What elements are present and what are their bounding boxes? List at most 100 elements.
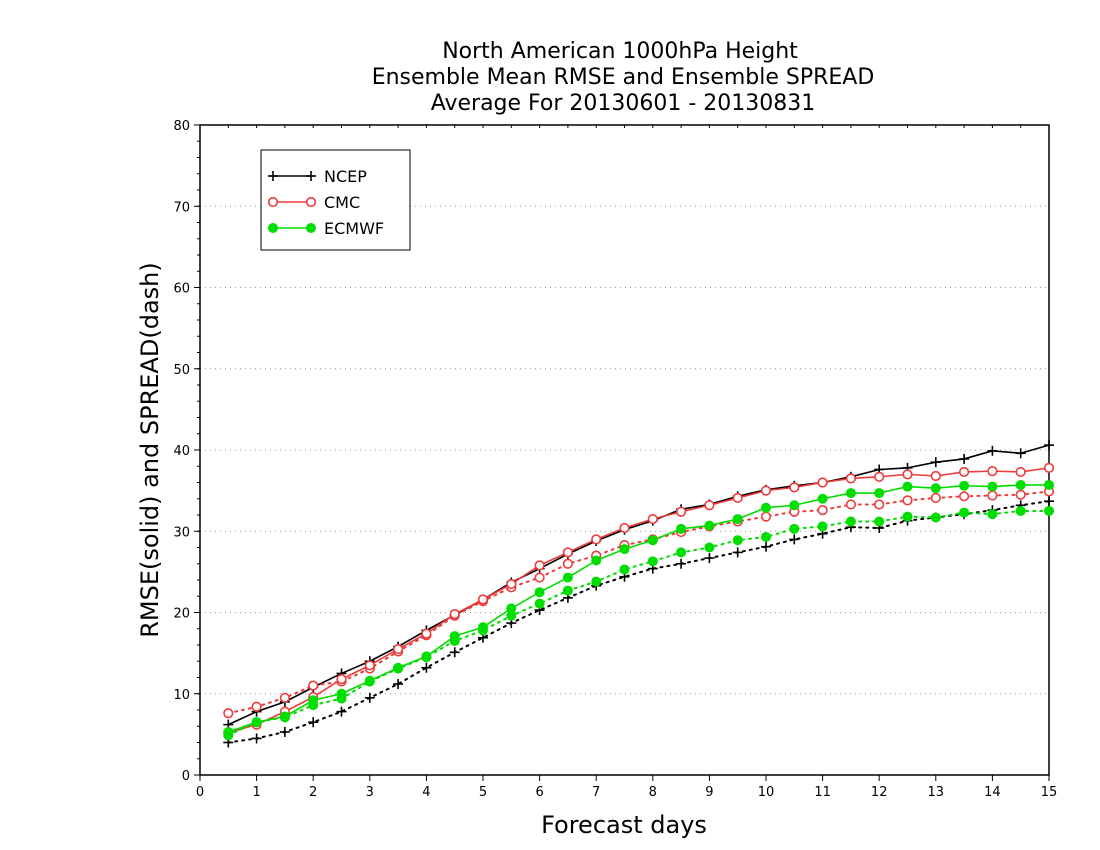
rmse-point xyxy=(958,466,970,478)
y-axis-label: RMSE(solid) and SPREAD(dash) xyxy=(136,262,164,638)
rmse-point xyxy=(817,477,828,488)
rmse-point xyxy=(449,631,460,642)
legend-marker xyxy=(306,171,316,181)
rmse-point xyxy=(1015,466,1026,478)
y-tick-label: 40 xyxy=(173,444,190,459)
rmse-point xyxy=(874,471,885,482)
rmse-line-ecmwf xyxy=(228,484,1049,733)
spread-point xyxy=(704,542,715,553)
legend-box xyxy=(260,149,411,251)
spread-point xyxy=(676,558,687,569)
rmse-point xyxy=(845,473,857,484)
rmse-point xyxy=(619,522,630,534)
legend-label: ECMWF xyxy=(324,219,384,238)
spread-point xyxy=(562,558,574,569)
spread-point xyxy=(789,523,800,534)
x-tick-label: 7 xyxy=(592,785,600,800)
rmse-point xyxy=(930,457,941,468)
spread-point xyxy=(761,541,771,552)
rmse-point xyxy=(308,695,319,706)
series-cmc xyxy=(223,462,1055,738)
rmse-point xyxy=(760,485,772,496)
x-tick-label: 14 xyxy=(984,785,1001,800)
rmse-point xyxy=(534,560,545,571)
spread-point xyxy=(591,576,602,587)
rmse-point xyxy=(534,587,545,598)
rmse-line-ncep xyxy=(227,444,1050,726)
spread-line-cmc xyxy=(227,490,1050,715)
rmse-point xyxy=(902,481,913,492)
spread-point xyxy=(676,547,687,558)
spread-point xyxy=(845,516,856,527)
rmse-point xyxy=(1043,462,1055,473)
rmse-point xyxy=(676,523,687,534)
y-tick-label: 60 xyxy=(173,282,190,297)
spread-point xyxy=(930,492,941,504)
spread-point xyxy=(817,505,828,516)
x-tick-label: 12 xyxy=(871,785,888,800)
y-tick-label: 0 xyxy=(182,769,190,784)
legend-item-ncep: NCEP xyxy=(268,167,367,186)
rmse-point xyxy=(647,535,658,546)
series-ecmwf xyxy=(223,479,1054,741)
spread-point xyxy=(874,516,885,527)
spread-point xyxy=(789,534,800,545)
spread-point xyxy=(704,553,715,564)
x-tick-label: 4 xyxy=(422,785,430,800)
rmse-point xyxy=(421,628,432,639)
spread-line-ncep xyxy=(227,500,1050,744)
spread-point xyxy=(251,701,262,712)
y-tick-label: 80 xyxy=(173,119,190,134)
x-tick-label: 5 xyxy=(479,785,487,800)
x-tick-label: 3 xyxy=(366,785,374,800)
rmse-point xyxy=(393,662,404,673)
y-tick-label: 30 xyxy=(173,525,190,540)
title-line-2: Ensemble Mean RMSE and Ensemble SPREAD xyxy=(372,65,875,90)
legend: NCEP CMC ECMWF xyxy=(260,149,411,251)
legend-marker xyxy=(268,223,278,233)
rmse-point xyxy=(336,674,347,685)
rmse-point xyxy=(902,469,913,480)
rmse-point xyxy=(506,603,517,614)
x-axis-label: Forecast days xyxy=(541,811,707,839)
spread-point xyxy=(647,556,658,567)
rmse-point xyxy=(789,482,800,493)
spread-point xyxy=(1044,496,1054,507)
x-tick-label: 6 xyxy=(535,785,543,800)
rmse-point xyxy=(223,726,234,737)
y-tick-label: 70 xyxy=(173,200,190,215)
spread-point xyxy=(1015,505,1026,516)
rmse-point xyxy=(364,675,375,686)
spread-point xyxy=(958,491,970,502)
legend-marker xyxy=(306,223,316,233)
y-tick-label: 10 xyxy=(173,688,190,703)
series-ncep xyxy=(223,440,1054,748)
rmse-point xyxy=(562,547,574,558)
rmse-point xyxy=(364,660,375,671)
rmse-point xyxy=(619,544,630,555)
x-tick-label: 13 xyxy=(928,785,945,800)
rmse-point xyxy=(987,466,998,477)
rmse-point xyxy=(987,445,998,456)
spread-point xyxy=(761,531,771,542)
x-tick-label: 15 xyxy=(1041,785,1058,800)
spread-point xyxy=(506,610,517,621)
rmse-point xyxy=(279,711,290,722)
spread-point xyxy=(930,512,941,523)
rmse-point xyxy=(421,651,432,662)
spread-point xyxy=(279,726,290,737)
rmse-point xyxy=(591,555,602,566)
spread-point xyxy=(959,507,970,518)
rmse-point xyxy=(449,609,460,620)
spread-point xyxy=(619,564,630,575)
legend-marker xyxy=(305,196,317,208)
rmse-point xyxy=(959,480,970,491)
spread-point xyxy=(732,547,743,558)
rmse-point xyxy=(732,492,743,504)
rmse-point xyxy=(591,534,602,545)
spread-point xyxy=(902,495,913,506)
spread-point xyxy=(364,692,375,703)
legend-marker xyxy=(268,171,278,181)
y-tick-label: 20 xyxy=(173,607,190,622)
spread-point xyxy=(308,680,319,691)
